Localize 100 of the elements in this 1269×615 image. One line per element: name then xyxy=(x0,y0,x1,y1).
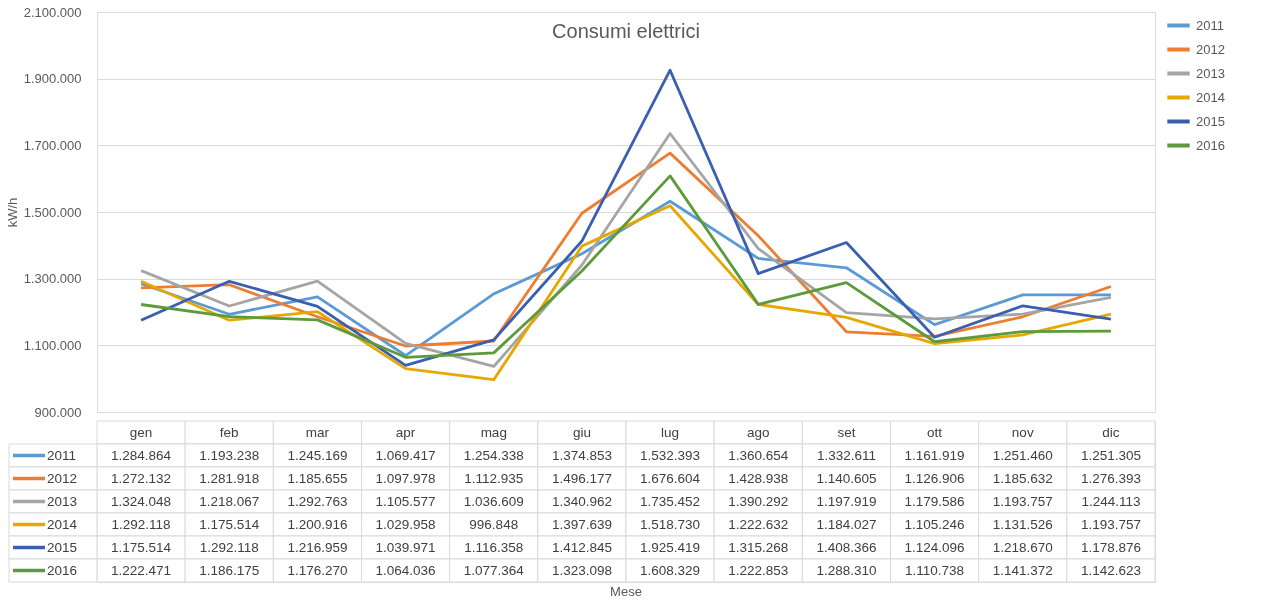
data-label: 1.184.027 xyxy=(816,516,877,532)
data-label: 1.176.270 xyxy=(287,562,348,578)
legend-label: 2014 xyxy=(1196,89,1225,105)
data-label: 1.284.864 xyxy=(111,447,172,463)
data-label: 1.288.310 xyxy=(816,562,877,578)
legend-label: 2016 xyxy=(1196,137,1225,153)
data-label: 1.126.906 xyxy=(904,470,965,486)
data-label: 1.069.417 xyxy=(375,447,436,463)
data-label: 1.292.118 xyxy=(111,516,171,532)
data-label: 1.200.916 xyxy=(287,516,348,532)
data-label: 1.412.845 xyxy=(551,539,612,555)
data-label: 1.244.113 xyxy=(1081,493,1141,509)
data-label: 1.185.632 xyxy=(992,470,1053,486)
text: 2014 xyxy=(47,516,78,532)
x-tick-label: nov xyxy=(1011,424,1034,440)
x-tick-label: lug xyxy=(661,424,680,440)
data-label: 1.186.175 xyxy=(199,562,260,578)
data-label: 1.222.853 xyxy=(728,562,789,578)
legend-label: 2011 xyxy=(47,447,77,463)
y-tick-label: 1.300.000 xyxy=(23,271,82,287)
line-series xyxy=(139,68,1113,367)
data-label: 1.077.364 xyxy=(463,562,525,578)
data-label: 1.216.959 xyxy=(287,539,348,555)
data-label: 1.428.938 xyxy=(728,470,789,486)
data-label: 1.179.586 xyxy=(904,493,965,509)
legend-label: 2015 xyxy=(1196,113,1225,129)
data-label: 1.193.238 xyxy=(199,447,260,463)
data-label: 1.105.246 xyxy=(904,516,965,532)
data-label: 1.185.655 xyxy=(287,470,348,486)
data-label: 1.112.935 xyxy=(464,470,524,486)
data-label: 1.496.177 xyxy=(551,470,612,486)
data-label: 1.397.639 xyxy=(551,516,612,532)
data-label: 996.848 xyxy=(469,516,519,532)
x-tick-label: dic xyxy=(1102,424,1120,440)
x-tick-label: mar xyxy=(305,424,330,440)
y-tick-label: 900.000 xyxy=(34,404,82,420)
data-label: 1.175.514 xyxy=(111,539,172,555)
legend-label: 2012 xyxy=(1196,41,1225,57)
data-label: 1.193.757 xyxy=(992,493,1053,509)
data-label: 1.245.169 xyxy=(287,447,348,463)
data-label: 1.390.292 xyxy=(728,493,789,509)
line-series xyxy=(139,132,1113,368)
x-tick-label: gen xyxy=(129,424,153,440)
data-label: 1.272.132 xyxy=(111,470,172,486)
data-label: 1.124.096 xyxy=(904,539,965,555)
data-label: 1.332.611 xyxy=(816,447,876,463)
data-label: 1.735.452 xyxy=(640,493,701,509)
text: 2016 xyxy=(47,562,78,578)
data-label: 1.608.329 xyxy=(640,562,701,578)
data-label: 1.340.962 xyxy=(551,493,612,509)
data-label: 1.036.609 xyxy=(463,493,524,509)
data-label: 1.324.048 xyxy=(111,493,172,509)
data-label: 1.292.763 xyxy=(287,493,348,509)
data-label: 1.251.460 xyxy=(992,447,1053,463)
data-label: 1.323.098 xyxy=(551,562,612,578)
data-label: 1.039.971 xyxy=(375,539,436,555)
data-label: 1.175.514 xyxy=(199,516,260,532)
data-label: 1.222.471 xyxy=(111,562,172,578)
text: 2012 xyxy=(47,470,78,486)
data-label: 1.518.730 xyxy=(640,516,701,532)
data-label: 1.161.919 xyxy=(904,447,965,463)
x-tick-label: apr xyxy=(395,424,416,440)
data-label: 1.064.036 xyxy=(375,562,436,578)
y-tick-label: 1.900.000 xyxy=(23,71,82,87)
data-label: 1.374.853 xyxy=(551,447,612,463)
data-label: 1.097.978 xyxy=(375,470,436,486)
data-label: 1.254.338 xyxy=(463,447,524,463)
data-label: 1.110.738 xyxy=(905,562,965,578)
data-label: 1.276.393 xyxy=(1080,470,1141,486)
x-tick-label: ott xyxy=(927,424,943,440)
legend-label: 2013 xyxy=(1196,65,1225,81)
data-label: 1.281.918 xyxy=(199,470,260,486)
text: Mese xyxy=(610,584,642,599)
data-label: 1.408.366 xyxy=(816,539,877,555)
y-tick-label: 1.100.000 xyxy=(23,337,82,353)
y-tick-label: 1.700.000 xyxy=(23,137,82,153)
y-tick-label: 2.100.000 xyxy=(23,4,82,20)
data-label: 1.116.358 xyxy=(464,539,524,555)
data-label: 1.218.067 xyxy=(199,493,260,509)
data-label: 1.292.118 xyxy=(199,539,259,555)
x-tick-label: feb xyxy=(219,424,239,440)
data-label: 1.193.757 xyxy=(1080,516,1141,532)
data-label: 1.178.876 xyxy=(1080,539,1141,555)
data-label: 1.315.268 xyxy=(728,539,789,555)
x-tick-label: mag xyxy=(480,424,507,440)
data-label: 1.140.605 xyxy=(816,470,877,486)
data-label: 1.676.604 xyxy=(640,470,701,486)
data-label: 1.251.305 xyxy=(1080,447,1141,463)
data-label: 1.925.419 xyxy=(640,539,701,555)
data-label: 1.029.958 xyxy=(375,516,436,532)
chart-title: Consumi elettrici xyxy=(552,20,700,42)
data-label: 1.131.526 xyxy=(992,516,1053,532)
data-label: 1.105.577 xyxy=(375,493,436,509)
data-label: 1.532.393 xyxy=(640,447,701,463)
data-label: 1.360.654 xyxy=(728,447,789,463)
data-label: 1.142.623 xyxy=(1080,562,1141,578)
line-series xyxy=(139,204,1113,382)
x-tick-label: ago xyxy=(746,424,770,440)
y-tick-label: 1.500.000 xyxy=(23,204,82,220)
x-tick-label: set xyxy=(837,424,856,440)
